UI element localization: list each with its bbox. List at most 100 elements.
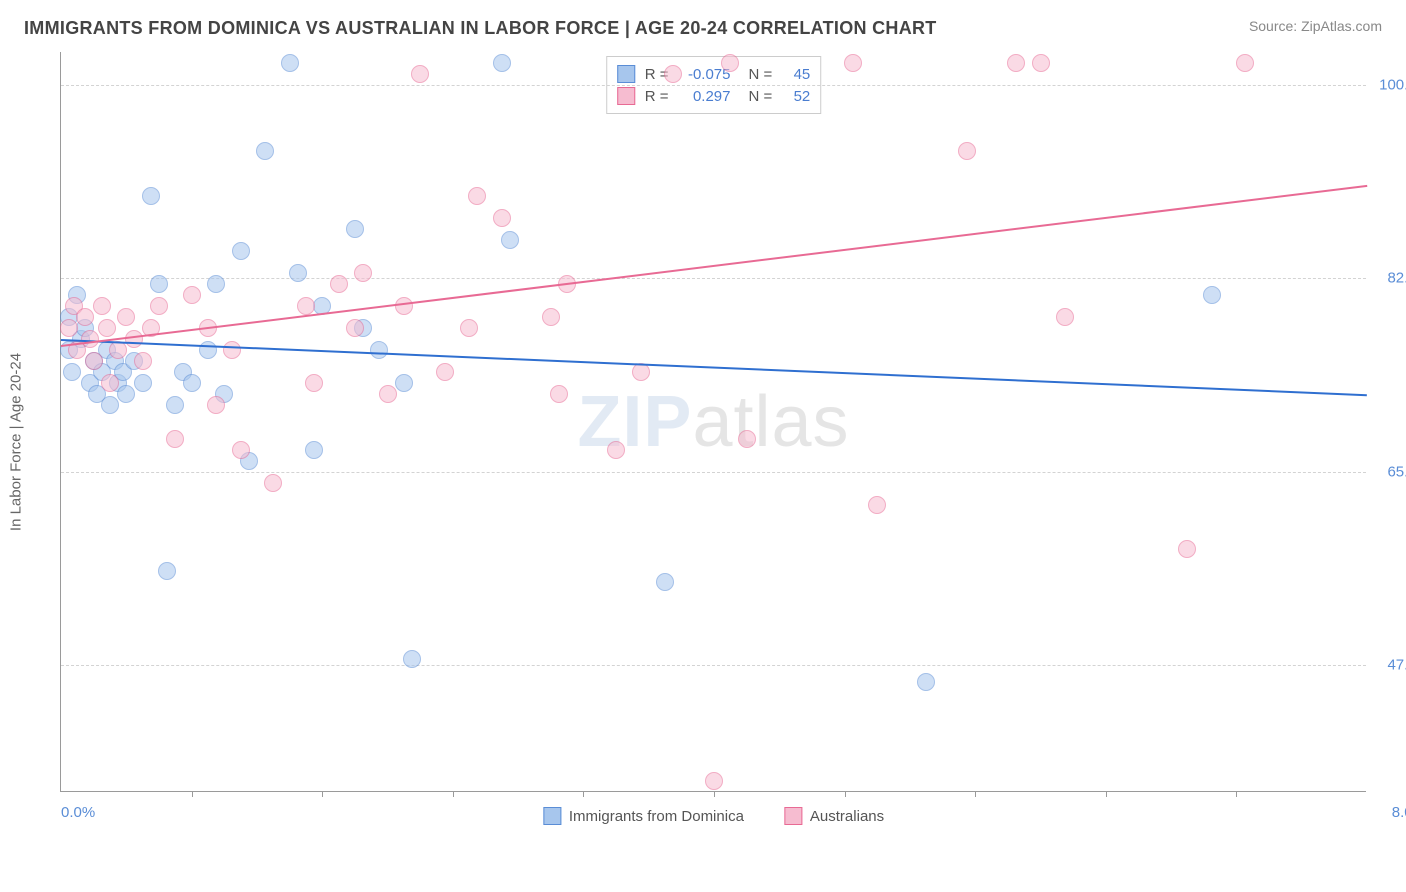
chart-title: IMMIGRANTS FROM DOMINICA VS AUSTRALIAN I… (24, 18, 937, 39)
scatter-point (297, 297, 315, 315)
x-tick-mark (1236, 791, 1237, 797)
scatter-point (1032, 54, 1050, 72)
scatter-point (199, 341, 217, 359)
scatter-point (60, 319, 78, 337)
legend-label: Immigrants from Dominica (569, 808, 744, 825)
scatter-point (379, 385, 397, 403)
scatter-point (721, 54, 739, 72)
scatter-point (411, 65, 429, 83)
scatter-point (63, 363, 81, 381)
scatter-point (289, 264, 307, 282)
scatter-point (150, 297, 168, 315)
scatter-point (868, 496, 886, 514)
scatter-point (844, 54, 862, 72)
scatter-point (1236, 54, 1254, 72)
scatter-point (501, 231, 519, 249)
x-tick-mark (845, 791, 846, 797)
scatter-point (76, 308, 94, 326)
scatter-point (117, 385, 135, 403)
trend-line (61, 185, 1367, 347)
scatter-point (93, 297, 111, 315)
scatter-point (305, 374, 323, 392)
r-label: R = (645, 88, 669, 105)
scatter-point (656, 573, 674, 591)
scatter-point (142, 187, 160, 205)
scatter-point (403, 650, 421, 668)
n-value: 45 (782, 66, 810, 83)
scatter-point (493, 209, 511, 227)
x-tick-mark (583, 791, 584, 797)
y-tick-label: 47.5% (1387, 656, 1406, 673)
scatter-point (134, 374, 152, 392)
y-tick-label: 65.0% (1387, 463, 1406, 480)
scatter-point (223, 341, 241, 359)
scatter-point (183, 374, 201, 392)
n-value: 52 (782, 88, 810, 105)
scatter-point (917, 673, 935, 691)
scatter-point (1056, 308, 1074, 326)
scatter-point (117, 308, 135, 326)
scatter-point (1178, 540, 1196, 558)
scatter-point (1203, 286, 1221, 304)
legend-swatch (784, 807, 802, 825)
n-label: N = (749, 88, 773, 105)
trend-line (61, 339, 1367, 396)
scatter-point (1007, 54, 1025, 72)
scatter-point (134, 352, 152, 370)
scatter-point (346, 319, 364, 337)
scatter-point (256, 142, 274, 160)
scatter-point (607, 441, 625, 459)
scatter-point (150, 275, 168, 293)
scatter-point (166, 430, 184, 448)
scatter-point (436, 363, 454, 381)
series-legend: Immigrants from Dominica Australians (543, 807, 884, 825)
scatter-point (166, 396, 184, 414)
chart-container: In Labor Force | Age 20-24 ZIPatlas R =-… (24, 52, 1382, 832)
scatter-point (207, 275, 225, 293)
scatter-point (632, 363, 650, 381)
source-attribution: Source: ZipAtlas.com (1249, 18, 1382, 34)
legend-label: Australians (810, 808, 884, 825)
legend-item: Australians (784, 807, 884, 825)
scatter-point (460, 319, 478, 337)
scatter-point (85, 352, 103, 370)
x-tick-mark (192, 791, 193, 797)
scatter-point (183, 286, 201, 304)
scatter-point (664, 65, 682, 83)
scatter-point (98, 319, 116, 337)
scatter-point (468, 187, 486, 205)
gridline-horizontal (61, 472, 1366, 473)
gridline-horizontal (61, 278, 1366, 279)
scatter-point (101, 374, 119, 392)
scatter-point (264, 474, 282, 492)
scatter-point (550, 385, 568, 403)
scatter-point (330, 275, 348, 293)
y-tick-label: 100.0% (1379, 77, 1406, 94)
r-value: 0.297 (679, 88, 731, 105)
scatter-point (305, 441, 323, 459)
x-axis-min-label: 0.0% (61, 804, 95, 821)
scatter-point (232, 242, 250, 260)
scatter-point (395, 297, 413, 315)
scatter-point (281, 54, 299, 72)
series-swatch (617, 65, 635, 83)
plot-area: ZIPatlas R =-0.075N =45R =0.297N =52 0.0… (60, 52, 1366, 792)
gridline-horizontal (61, 85, 1366, 86)
scatter-point (346, 220, 364, 238)
scatter-point (232, 441, 250, 459)
y-tick-label: 82.5% (1387, 270, 1406, 287)
scatter-point (125, 330, 143, 348)
scatter-point (101, 396, 119, 414)
legend-swatch (543, 807, 561, 825)
n-label: N = (749, 66, 773, 83)
x-axis-max-label: 8.0% (1392, 804, 1406, 821)
scatter-point (705, 772, 723, 790)
scatter-point (958, 142, 976, 160)
x-tick-mark (714, 791, 715, 797)
x-tick-mark (453, 791, 454, 797)
scatter-point (493, 54, 511, 72)
stats-row: R =-0.075N =45 (617, 63, 811, 85)
scatter-point (542, 308, 560, 326)
scatter-point (738, 430, 756, 448)
legend-item: Immigrants from Dominica (543, 807, 744, 825)
